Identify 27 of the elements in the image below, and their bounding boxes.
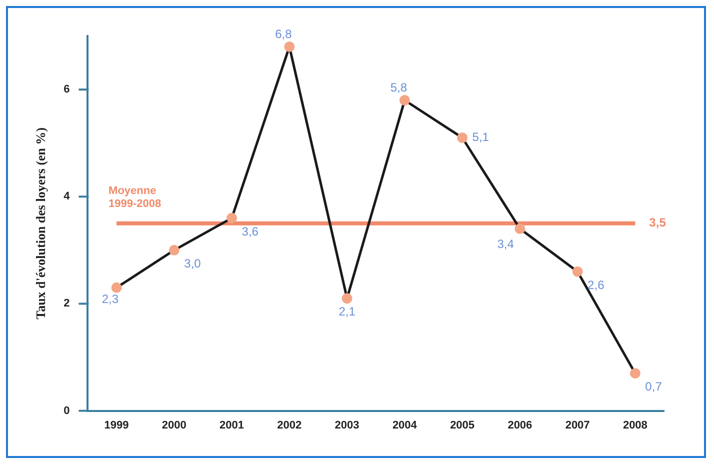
y-tick-label: 4 [64,190,71,203]
ref-line-label: 3,5 [649,216,666,230]
x-tick-label: 1999 [104,419,129,432]
data-label: 3,0 [184,256,202,270]
data-label: 2,1 [338,304,356,319]
data-label: 6,8 [275,27,292,42]
x-tick-label: 2000 [162,419,186,432]
data-label: 2,6 [588,278,605,292]
data-label: 0,7 [645,380,662,394]
data-label: 5,1 [472,130,490,144]
annotation: Moyenne 1999-2008 [108,184,162,210]
y-tick-label: 0 [64,404,70,417]
x-tick-label: 2006 [508,419,532,432]
x-tick-label: 2003 [334,419,360,432]
x-tick-label: 2002 [277,419,302,432]
y-tick-label: 6 [64,84,70,96]
y-axis-title: Taux d'évolution des loyers (en %) [33,127,48,320]
x-tick-label: 2007 [565,419,590,432]
x-tick-label: 2004 [392,419,418,432]
x-tick-label: 2008 [622,419,648,432]
y-tick-label: 2 [64,298,70,310]
x-tick-label: 2001 [220,419,244,432]
x-tick-label: 2005 [450,419,475,432]
data-label: 3,4 [497,237,514,252]
data-label: 2,3 [102,292,119,306]
data-label: 3,6 [242,224,259,238]
data-label: 5,8 [390,80,408,95]
